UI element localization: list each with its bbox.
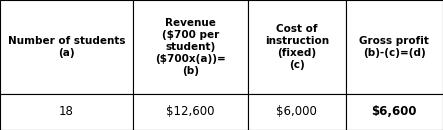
Bar bbox=[0, 94, 133, 130]
Text: 18: 18 bbox=[59, 105, 74, 118]
Bar bbox=[133, 0, 248, 94]
Bar bbox=[346, 94, 443, 130]
Bar bbox=[248, 0, 346, 94]
Text: Number of students
(a): Number of students (a) bbox=[8, 36, 125, 58]
Text: Gross profit
(b)-(c)=(d): Gross profit (b)-(c)=(d) bbox=[359, 36, 429, 58]
Bar bbox=[248, 94, 346, 130]
Bar bbox=[133, 94, 248, 130]
Bar bbox=[0, 0, 133, 94]
Text: $6,600: $6,600 bbox=[372, 105, 417, 118]
Text: Revenue
($700 per
student)
($700x(a))=
(b): Revenue ($700 per student) ($700x(a))= (… bbox=[155, 18, 226, 76]
Text: Cost of
instruction
(fixed)
(c): Cost of instruction (fixed) (c) bbox=[265, 24, 329, 70]
Text: $6,000: $6,000 bbox=[276, 105, 317, 118]
Text: $12,600: $12,600 bbox=[166, 105, 215, 118]
Bar bbox=[346, 0, 443, 94]
